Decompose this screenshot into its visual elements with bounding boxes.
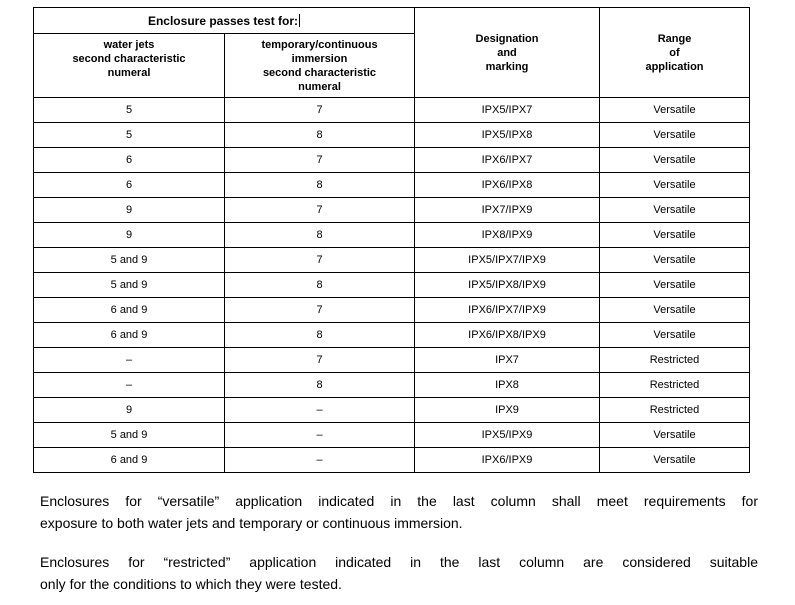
header-cell-water-jets: water jets second characteristic numeral — [33, 33, 225, 98]
notes-section: Enclosures for “versatile” application i… — [40, 490, 758, 605]
table-cell: Restricted — [599, 347, 750, 373]
table-cell: IPX5/IPX7/IPX9 — [414, 247, 600, 273]
table-cell: 6 — [33, 172, 225, 198]
header-cell-enclosure-passes-test[interactable]: Enclosure passes test for: — [33, 7, 415, 34]
table-cell: IPX5/IPX9 — [414, 422, 600, 448]
table-cell: 8 — [224, 272, 415, 298]
table-row: –7 IPX7 Restricted — [33, 347, 750, 373]
table-cell: – — [33, 347, 225, 373]
table-cell: 9 — [33, 197, 225, 223]
table-cell: 9 — [33, 397, 225, 423]
table-cell: IPX9 — [414, 397, 600, 423]
table-row: 6 and 9– IPX6/IPX9 Versatile — [33, 447, 750, 473]
table-cell: IPX7 — [414, 347, 600, 373]
table-cell: IPX5/IPX7 — [414, 97, 600, 123]
table-cell: IPX7/IPX9 — [414, 197, 600, 223]
table-cell: Versatile — [599, 272, 750, 298]
note-restricted: Enclosures for “restricted” application … — [40, 551, 758, 595]
table-cell: 7 — [224, 297, 415, 323]
header-cell-immersion: temporary/continuous immersion second ch… — [224, 33, 415, 98]
table-cell: – — [224, 397, 415, 423]
table-cell: 5 and 9 — [33, 422, 225, 448]
table-cell: 6 and 9 — [33, 322, 225, 348]
table-cell: 8 — [224, 322, 415, 348]
table-header-row-top: Enclosure passes test for: Designation a… — [33, 7, 750, 98]
table-row: 5 and 9– IPX5/IPX9 Versatile — [33, 422, 750, 448]
table-cell: 8 — [224, 222, 415, 248]
table-cell: 7 — [224, 147, 415, 173]
table-cell: Restricted — [599, 397, 750, 423]
table-cell: 7 — [224, 247, 415, 273]
table-cell: IPX6/IPX8/IPX9 — [414, 322, 600, 348]
note-versatile: Enclosures for “versatile” application i… — [40, 490, 758, 534]
table-row: 6 7 IPX6/IPX7 Versatile — [33, 147, 750, 173]
table-body: 5 7 IPX5/IPX7 Versatile 5 8 IPX5/IPX8 Versatile… — [33, 97, 750, 473]
table-row: 5 8 IPX5/IPX8 Versatile — [33, 122, 750, 148]
table-cell: Versatile — [599, 247, 750, 273]
paragraph-line: only for the conditions to which they we… — [40, 576, 342, 592]
table-cell: Versatile — [599, 447, 750, 473]
table-cell: 8 — [224, 172, 415, 198]
table-cell: 7 — [224, 197, 415, 223]
table-cell: IPX6/IPX7/IPX9 — [414, 297, 600, 323]
table-row: 6 and 9 8 IPX6/IPX8/IPX9 Versatile — [33, 322, 750, 348]
table-row: –8 IPX8 Restricted — [33, 372, 750, 398]
table-cell: 5 — [33, 122, 225, 148]
table-cell: 5 and 9 — [33, 272, 225, 298]
table-cell: 5 — [33, 97, 225, 123]
table-cell: – — [224, 422, 415, 448]
header-cell-range-of-application: Range of application — [599, 7, 750, 98]
table-cell: IPX5/IPX8/IPX9 — [414, 272, 600, 298]
table-cell: Versatile — [599, 197, 750, 223]
header-title-text: Enclosure passes test for: — [147, 13, 299, 28]
text-cursor-caret — [299, 13, 301, 27]
table-cell: IPX8/IPX9 — [414, 222, 600, 248]
table-row: 5 and 9 8 IPX5/IPX8/IPX9 Versatile — [33, 272, 750, 298]
table-cell: 9 — [33, 222, 225, 248]
table-cell: Versatile — [599, 97, 750, 123]
table-row: 9 7 IPX7/IPX9 Versatile — [33, 197, 750, 223]
table-row: 6 8 IPX6/IPX8 Versatile — [33, 172, 750, 198]
table-cell: IPX8 — [414, 372, 600, 398]
table-row: 5 7 IPX5/IPX7 Versatile — [33, 97, 750, 123]
paragraph-line: exposure to both water jets and temporar… — [40, 515, 463, 531]
table-cell: Versatile — [599, 322, 750, 348]
table-row: 5 and 9 7 IPX5/IPX7/IPX9 Versatile — [33, 247, 750, 273]
paragraph-line: Enclosures for “versatile” application i… — [40, 493, 758, 509]
ip-designation-table: Enclosure passes test for: Designation a… — [33, 7, 750, 473]
table-cell: 8 — [224, 372, 415, 398]
table-row: 6 and 9 7 IPX6/IPX7/IPX9 Versatile — [33, 297, 750, 323]
table-cell: Versatile — [599, 222, 750, 248]
table-row: 9 8 IPX8/IPX9 Versatile — [33, 222, 750, 248]
table-cell: Restricted — [599, 372, 750, 398]
header-cell-designation-and-marking: Designation and marking — [414, 7, 600, 98]
table-cell: Versatile — [599, 122, 750, 148]
table-cell: 7 — [224, 97, 415, 123]
table-cell: IPX6/IPX9 — [414, 447, 600, 473]
table-cell: Versatile — [599, 172, 750, 198]
table-cell: 8 — [224, 122, 415, 148]
table-cell: – — [33, 372, 225, 398]
table-cell: Versatile — [599, 297, 750, 323]
table-cell: Versatile — [599, 147, 750, 173]
table-row: 9– IPX9 Restricted — [33, 397, 750, 423]
table-cell: 6 and 9 — [33, 447, 225, 473]
table-cell: 6 — [33, 147, 225, 173]
table-cell: 6 and 9 — [33, 297, 225, 323]
table-cell: IPX5/IPX8 — [414, 122, 600, 148]
table-cell: 5 and 9 — [33, 247, 225, 273]
table-cell: – — [224, 447, 415, 473]
table-cell: Versatile — [599, 422, 750, 448]
table-cell: IPX6/IPX8 — [414, 172, 600, 198]
table-cell: IPX6/IPX7 — [414, 147, 600, 173]
table-cell: 7 — [224, 347, 415, 373]
paragraph-line: Enclosures for “restricted” application … — [40, 554, 758, 570]
